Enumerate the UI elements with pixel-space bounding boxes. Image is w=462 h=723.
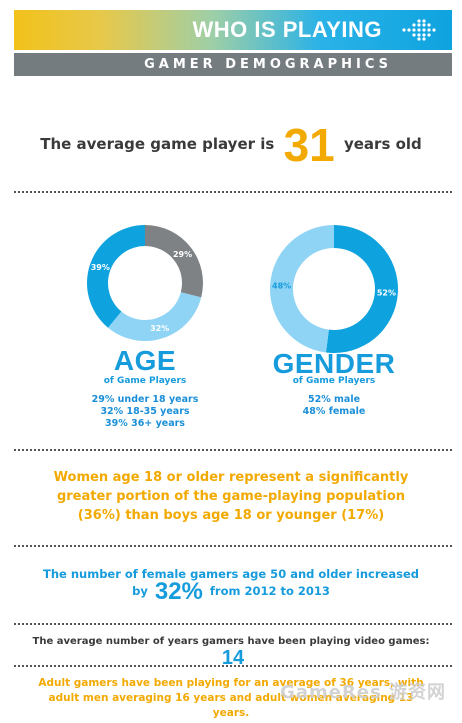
gender-chart-subtitle: of Game Players <box>292 376 376 386</box>
average-age-line: The average game player is 31 years old <box>0 118 462 172</box>
female-50-line: The number of female gamers age 50 and o… <box>43 567 419 581</box>
legend-item: 48% female <box>302 406 366 417</box>
legend-item: 39% 36+ years <box>105 418 185 429</box>
divider <box>14 449 452 451</box>
age-under-18-slice-label: 29% <box>173 250 192 259</box>
gender-male-slice-label: 52% <box>377 288 396 297</box>
divider <box>14 623 452 625</box>
age-donut-chart: 29% 32% 39% <box>87 225 203 341</box>
legend-item: 32% 18-35 years <box>100 406 190 417</box>
women-fact: Women age 18 or older represent a signif… <box>40 468 422 525</box>
years-fact: The average number of years gamers have … <box>20 636 442 670</box>
gender-female-slice-label: 48% <box>272 282 291 291</box>
gender-donut-chart: 52% 48% <box>269 225 398 353</box>
age-18-35-slice-label: 32% <box>150 324 169 333</box>
female-50-value: 32% <box>154 578 203 605</box>
page-subtitle: GAMER DEMOGRAPHICS <box>144 57 392 72</box>
age-36-plus-slice <box>87 225 145 328</box>
age-chart-title: AGE <box>113 345 177 376</box>
watermark: GameRes 游资网 <box>280 682 446 703</box>
average-age-value: 31 <box>283 119 335 171</box>
age-chart-subtitle: of Game Players <box>103 376 187 386</box>
adult-fact-line: Adult gamers have been playing for an av… <box>38 677 424 689</box>
adult-fact: Adult gamers have been playing for an av… <box>30 676 432 721</box>
gender-female-slice <box>269 225 334 353</box>
age-chart-legend: 29% under 18 years 32% 18-35 years 39% 3… <box>70 394 220 430</box>
female-50-fact: The number of female gamers age 50 and o… <box>30 566 432 604</box>
divider <box>14 545 452 547</box>
female-50-line: by 32% from 2012 to 2013 <box>30 580 432 604</box>
gender-male-slice <box>325 225 398 353</box>
divider <box>14 665 452 667</box>
legend-item: 29% under 18 years <box>91 394 199 405</box>
arrow-dots-icon <box>402 19 436 41</box>
page-title: WHO IS PLAYING <box>192 17 382 42</box>
divider <box>14 191 452 193</box>
age-18-35-slice <box>108 292 202 341</box>
average-age-prefix: The average game player is <box>40 135 275 153</box>
women-fact-line: greater portion of the game-playing popu… <box>56 489 406 504</box>
years-fact-value: 14 <box>221 647 245 669</box>
gender-chart-legend: 52% male 48% female <box>254 394 414 418</box>
average-age-suffix: years old <box>343 135 422 153</box>
female-50-by: by <box>132 584 148 598</box>
legend-item: 52% male <box>307 394 361 405</box>
gender-chart-title: GENDER <box>272 348 396 379</box>
female-50-tail: from 2012 to 2013 <box>209 584 330 598</box>
age-36-plus-slice-label: 39% <box>91 263 110 272</box>
age-under-18-slice <box>145 225 203 298</box>
women-fact-line: (36%) than boys age 18 or younger (17%) <box>77 508 385 523</box>
header-banner: WHO IS PLAYING <box>14 10 452 50</box>
years-fact-text: The average number of years gamers have … <box>32 636 430 647</box>
women-fact-line: Women age 18 or older represent a signif… <box>53 470 409 485</box>
subtitle-bar: GAMER DEMOGRAPHICS <box>14 53 452 76</box>
adult-fact-line: adult men averaging 16 years and adult w… <box>48 692 414 719</box>
